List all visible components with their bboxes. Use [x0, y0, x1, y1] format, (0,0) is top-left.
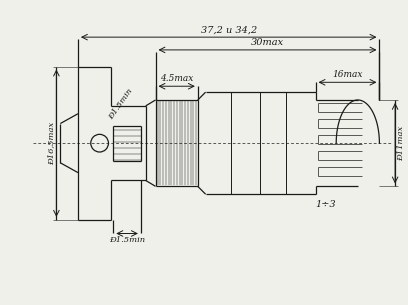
Text: Ð16,5max: Ð16,5max [47, 122, 55, 165]
Text: Ð1.5min: Ð1.5min [107, 88, 135, 122]
Text: Ð11max: Ð11max [397, 126, 405, 161]
Text: 4.5max: 4.5max [160, 74, 193, 83]
Text: Ð1.5min: Ð1.5min [109, 236, 145, 244]
Text: 37,2 и 34,2: 37,2 и 34,2 [201, 25, 257, 34]
Text: 16max: 16max [332, 70, 363, 79]
Text: 1÷3: 1÷3 [315, 200, 336, 209]
Text: 30max: 30max [251, 38, 284, 47]
